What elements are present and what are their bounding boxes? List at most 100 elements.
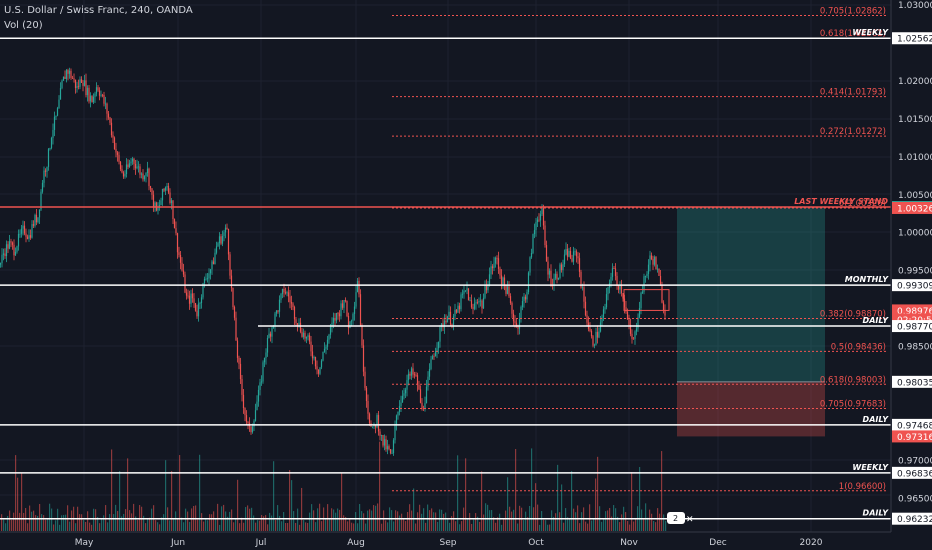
- candle-body: [286, 292, 288, 294]
- candle-body: [14, 251, 17, 256]
- candle-body: [43, 170, 45, 183]
- candle-body: [235, 317, 237, 341]
- symbol-title[interactable]: U.S. Dollar / Swiss Franc, 240, OANDA: [4, 5, 193, 16]
- candle-body: [589, 328, 591, 332]
- candle-body: [457, 305, 459, 313]
- candle-body: [283, 288, 285, 293]
- candle-body: [631, 333, 633, 339]
- candle-body: [295, 319, 297, 324]
- flag-badge[interactable]: [667, 512, 685, 524]
- volume-bar: [523, 520, 525, 531]
- candle-body: [119, 161, 122, 170]
- candle-body: [440, 323, 443, 327]
- volume-bar: [117, 511, 119, 531]
- time-tick-label: Jun: [170, 538, 185, 548]
- volume-bar: [65, 514, 67, 531]
- candle-body: [392, 440, 395, 454]
- volume-bar: [125, 509, 127, 531]
- volume-bar: [337, 508, 339, 531]
- time-axis-bg: [0, 532, 932, 550]
- candle-body: [290, 302, 293, 304]
- volume-bar: [513, 509, 515, 531]
- volume-bar: [573, 508, 575, 531]
- candle-body: [335, 312, 338, 321]
- time-axis[interactable]: May Jun Jul Aug Sep Oct Nov Dec 2020: [75, 538, 823, 548]
- candle-body: [595, 331, 597, 345]
- price-badge: 0.98770: [892, 320, 932, 333]
- candle-body: [203, 278, 206, 284]
- volume-bar: [55, 520, 57, 531]
- candle-body: [388, 446, 390, 450]
- volume-bar: [485, 503, 487, 531]
- volume-bar: [647, 517, 649, 531]
- candle-body: [172, 200, 174, 220]
- close-icon[interactable]: ✕: [686, 515, 694, 525]
- candle-body: [205, 278, 207, 280]
- candle-body: [64, 76, 66, 79]
- candle-body: [284, 292, 287, 294]
- candle-body: [304, 332, 306, 339]
- chart-flags-icon[interactable]: 2 ✕: [667, 512, 694, 525]
- volume-bar: [455, 521, 457, 531]
- candle-body: [446, 316, 449, 323]
- volume-indicator-label[interactable]: Vol (20): [4, 20, 43, 31]
- volume-bar: [263, 516, 265, 531]
- candle-body: [485, 285, 488, 291]
- volume-bar: [615, 508, 617, 531]
- candle-body: [308, 335, 311, 342]
- volume-bar: [575, 512, 577, 531]
- level-label: DAILY: [863, 415, 890, 424]
- volume-bar: [53, 524, 55, 531]
- volume-bar: [363, 513, 365, 531]
- candle-body: [52, 129, 54, 139]
- volume-bar: [617, 516, 619, 531]
- candle-body: [196, 310, 198, 317]
- volume-bar: [151, 508, 153, 531]
- volume-bar: [205, 519, 207, 531]
- candle-body: [310, 341, 312, 352]
- price-axis-bg: [891, 0, 932, 532]
- volume-bar: [109, 514, 111, 531]
- candle-body: [145, 173, 147, 177]
- candle-body: [362, 345, 365, 372]
- fib-label: 0.618(0.98003): [820, 375, 886, 385]
- candle-body: [116, 152, 119, 155]
- candle-body: [478, 300, 480, 303]
- volume-bar: [555, 513, 557, 531]
- volume-bar: [43, 515, 45, 531]
- candle-body: [557, 278, 560, 280]
- candle-body: [655, 257, 657, 270]
- candle-body: [569, 250, 572, 259]
- volume-bar: [415, 523, 417, 531]
- candle-body: [323, 348, 326, 352]
- volume-bar: [185, 508, 187, 531]
- candle-body: [415, 374, 417, 376]
- candle-body: [59, 88, 62, 100]
- candle-body: [425, 386, 428, 404]
- candle-body: [314, 357, 317, 367]
- candle-body: [649, 255, 651, 265]
- volume-bar: [651, 513, 653, 531]
- volume-bar: [155, 520, 157, 531]
- candle-body: [536, 219, 539, 223]
- candle-body: [11, 242, 14, 245]
- candle-body: [190, 293, 192, 304]
- volume-bar: [199, 454, 201, 531]
- price-tick-label: 1.01000: [898, 153, 932, 163]
- volume-bar: [149, 517, 151, 531]
- candle-body: [497, 258, 500, 269]
- price-tick-label: 1.00500: [898, 191, 932, 201]
- volume-bar: [447, 518, 449, 531]
- volume-bar: [431, 508, 433, 531]
- volume-bar: [317, 508, 319, 531]
- candle-body: [473, 303, 476, 309]
- candle-body: [389, 449, 392, 454]
- candle-body: [634, 331, 636, 339]
- candle-body: [100, 94, 102, 96]
- price-axis[interactable]: 1.03000 1.02000 1.01500 1.01000 1.00500 1.000…: [892, 1, 932, 525]
- candle-body: [431, 356, 434, 360]
- candle-body: [49, 148, 51, 150]
- volume-bar: [527, 517, 529, 531]
- candle-body: [188, 295, 191, 304]
